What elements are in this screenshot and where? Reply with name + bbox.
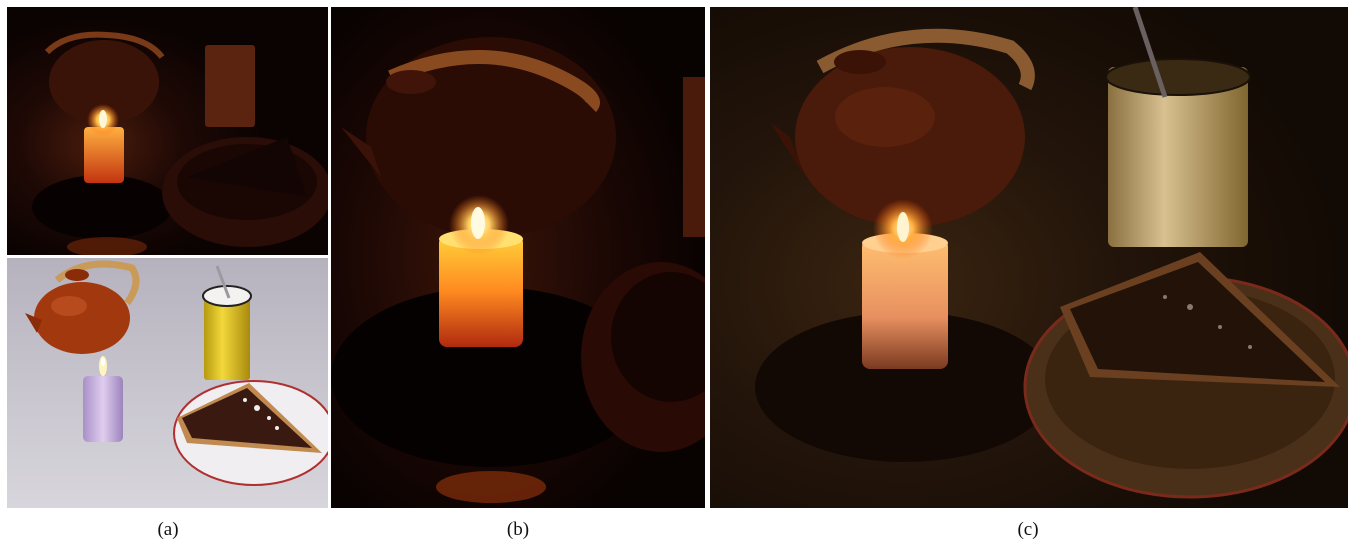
panel-b-photo [331,7,705,508]
caption-b: (b) [506,519,530,540]
caption-c: (c) [1017,519,1039,540]
caption-a: (a) [157,519,179,540]
panel-a-top-photo [7,7,328,255]
panel-a-bottom-photo [7,258,328,508]
panel-c-photo [710,7,1348,508]
